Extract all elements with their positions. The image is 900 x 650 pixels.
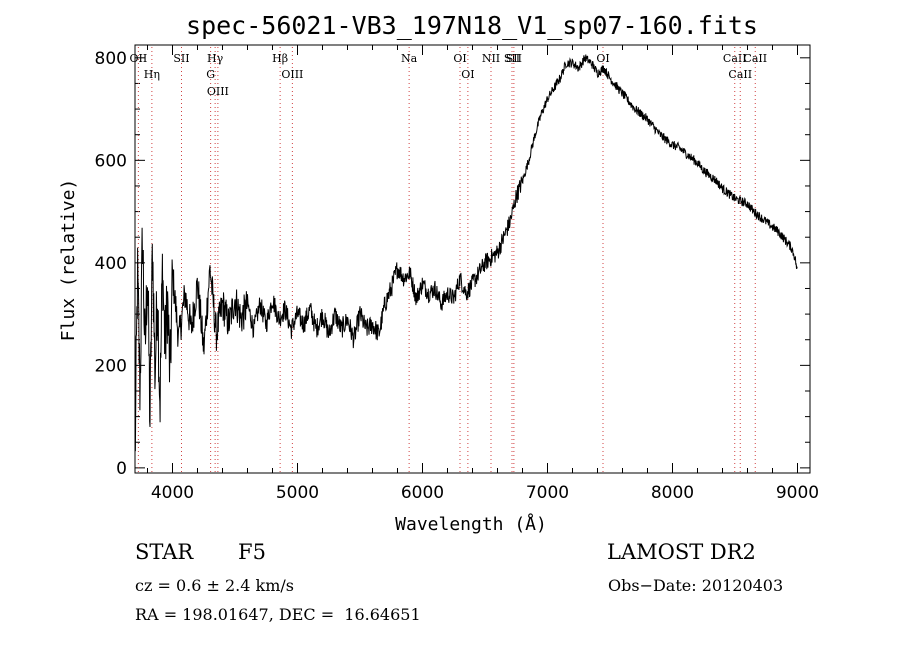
spectral-line-label: OI bbox=[461, 68, 474, 81]
spectral-line-label: OI bbox=[596, 52, 609, 65]
plot-frame bbox=[134, 44, 811, 474]
x-axis-label: Wavelength (Å) bbox=[395, 513, 547, 535]
spectral-line-label: Na bbox=[401, 52, 418, 65]
spectral-line-label: SII bbox=[506, 52, 522, 65]
y-tick-label: 0 bbox=[116, 459, 127, 479]
spectral-line-label: OI bbox=[453, 52, 466, 65]
y-tick-label: 600 bbox=[95, 151, 127, 171]
y-axis-label: Flux (relative) bbox=[58, 179, 79, 342]
x-tick-label: 7000 bbox=[526, 483, 569, 503]
observation-date: Obs−Date: 20120403 bbox=[608, 576, 784, 595]
survey-name: LAMOST DR2 bbox=[607, 540, 756, 564]
y-tick-label: 200 bbox=[95, 356, 127, 376]
x-tick-label: 5000 bbox=[276, 483, 319, 503]
spectral-line-label: SII bbox=[504, 52, 520, 65]
spectral-line-label: OII bbox=[130, 52, 148, 65]
spectral-line-label: Hη bbox=[144, 68, 160, 81]
sky-coordinates: RA = 198.01647, DEC = 16.64651 bbox=[135, 605, 421, 624]
spectral-line-label: G bbox=[206, 68, 215, 81]
spectral-line-label: OIII bbox=[281, 68, 303, 81]
y-tick-label: 400 bbox=[95, 254, 127, 274]
spectral-line-label: Hγ bbox=[207, 52, 224, 65]
object-subclass: F5 bbox=[238, 540, 266, 564]
spectral-line-label: SII bbox=[173, 52, 189, 65]
redshift-cz: cz = 0.6 ± 2.4 km/s bbox=[135, 576, 294, 595]
chart-title: spec-56021-VB3_197N18_V1_sp07-160.fits bbox=[186, 11, 758, 40]
spectrum-line bbox=[134, 54, 798, 452]
spectral-line-label: NII bbox=[482, 52, 500, 65]
spectral-line-label: CaII bbox=[728, 68, 752, 81]
spectral-line-label: CaII bbox=[743, 52, 767, 65]
x-tick-label: 4000 bbox=[151, 483, 194, 503]
spectral-line-label: OIII bbox=[207, 85, 229, 98]
x-tick-label: 8000 bbox=[651, 483, 694, 503]
spectral-line-label: Hβ bbox=[272, 52, 288, 65]
x-tick-label: 9000 bbox=[776, 483, 819, 503]
y-tick-label: 800 bbox=[95, 49, 127, 69]
object-class: STAR bbox=[135, 540, 194, 564]
x-tick-label: 6000 bbox=[401, 483, 444, 503]
